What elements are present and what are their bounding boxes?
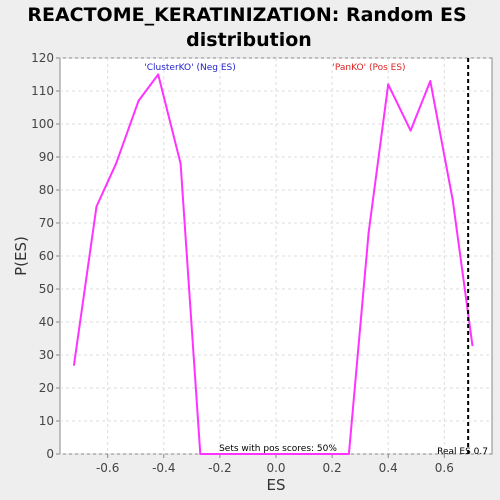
data-point	[115, 162, 118, 165]
x-axis-title: ES	[267, 476, 286, 494]
y-axis: 0 10 20 30 40 50 60 70 80 90 100 110 120	[31, 51, 60, 461]
data-point	[347, 453, 350, 455]
data-point	[471, 344, 474, 347]
x-tick-label: -0.4	[152, 461, 175, 475]
data-point	[263, 453, 266, 455]
x-tick-label: 0.0	[266, 461, 285, 475]
x-tick-label: 0.2	[323, 461, 342, 475]
data-point	[221, 453, 224, 455]
data-point	[325, 453, 328, 455]
y-tick-label: 110	[31, 84, 54, 98]
pos-scores-label: Sets with pos scores: 50%	[219, 444, 337, 454]
chart-title-line1: REACTOME_KERATINIZATION: Random ES	[27, 4, 466, 26]
data-point	[199, 453, 202, 455]
data-point	[179, 162, 182, 165]
data-point	[73, 363, 75, 366]
pos-es-label: 'PanKO' (Pos ES)	[332, 63, 405, 73]
x-tick-label: 0.4	[379, 461, 398, 475]
x-tick-label: -0.6	[96, 461, 119, 475]
data-point	[429, 80, 432, 83]
y-tick-label: 10	[39, 414, 54, 428]
data-point	[137, 99, 140, 102]
y-tick-label: 40	[39, 315, 54, 329]
series-layer	[73, 73, 474, 455]
y-tick-label: 70	[39, 216, 54, 230]
data-point	[367, 231, 370, 234]
data-point	[157, 73, 160, 76]
y-tick-label: 60	[39, 249, 54, 263]
y-tick-label: 0	[46, 447, 54, 461]
y-tick-label: 80	[39, 183, 54, 197]
y-tick-label: 20	[39, 381, 54, 395]
neg-es-label: 'ClusterKO' (Neg ES)	[144, 63, 236, 73]
y-tick-label: 120	[31, 51, 54, 65]
data-point	[409, 129, 412, 132]
data-point	[305, 453, 308, 455]
y-tick-label: 30	[39, 348, 54, 362]
data-point	[241, 453, 244, 455]
y-tick-label: 90	[39, 150, 54, 164]
data-point	[95, 205, 98, 208]
y-tick-label: 100	[31, 117, 54, 131]
real-es-label: Real ES 0.7	[437, 447, 488, 457]
x-tick-label: -0.2	[208, 461, 231, 475]
data-point	[451, 198, 454, 201]
x-axis: -0.6 -0.4 -0.2 0.0 0.2 0.4 0.6	[96, 454, 454, 475]
chart-title-line2: distribution	[186, 29, 312, 51]
grid	[60, 57, 492, 455]
data-point	[387, 83, 390, 86]
series-line	[73, 73, 474, 455]
y-axis-title: P(ES)	[12, 236, 30, 276]
y-tick-label: 50	[39, 282, 54, 296]
data-point	[283, 453, 286, 455]
x-tick-label: 0.6	[435, 461, 454, 475]
